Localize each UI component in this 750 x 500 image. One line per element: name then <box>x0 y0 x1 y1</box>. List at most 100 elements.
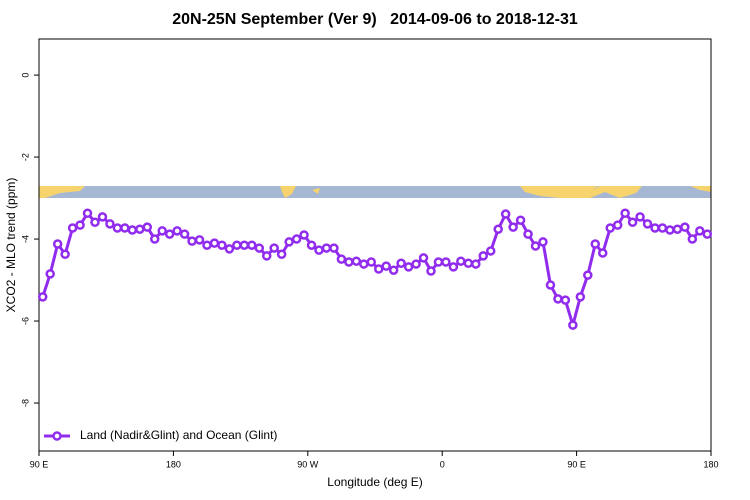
data-point <box>254 243 265 253</box>
data-point <box>583 270 593 280</box>
data-point <box>680 222 690 232</box>
x-tick-label: 90 E <box>30 459 49 469</box>
y-axis-label: XCO2 - MLO trend (ppm) <box>4 178 18 313</box>
data-point <box>224 244 235 254</box>
data-point <box>388 265 399 275</box>
data-point <box>217 240 227 250</box>
data-point <box>612 220 623 230</box>
data-point <box>45 269 55 279</box>
data-point <box>605 223 615 233</box>
data-point <box>373 264 384 274</box>
data-point <box>366 257 377 267</box>
chart-title: 20N-25N September (Ver 9) 2014-09-06 to … <box>172 11 578 28</box>
data-point <box>306 240 317 250</box>
data-point <box>67 223 78 233</box>
data-point <box>627 217 638 227</box>
data-point <box>232 240 242 250</box>
data-point <box>112 223 123 233</box>
data-point <box>247 240 257 250</box>
data-point <box>351 256 362 266</box>
x-tick-label: 180 <box>703 459 718 469</box>
data-point <box>672 224 683 234</box>
y-tick-label: -4 <box>20 235 30 243</box>
plot-frame <box>38 38 712 452</box>
data-point <box>530 241 541 251</box>
data-point <box>508 222 518 232</box>
data-point <box>314 245 324 255</box>
x-tick-label: 90 W <box>297 459 319 469</box>
data-point <box>269 243 279 253</box>
data-point <box>60 249 70 259</box>
data-point <box>329 243 339 253</box>
data-point <box>493 224 503 234</box>
data-point <box>179 229 190 239</box>
data-point <box>299 230 309 240</box>
data-point <box>411 259 421 269</box>
data-point <box>403 262 414 272</box>
data-point <box>433 257 444 267</box>
data-point <box>478 251 489 261</box>
data-point <box>261 251 272 261</box>
data-point <box>500 209 511 219</box>
data-point <box>560 295 571 305</box>
data-point <box>209 238 220 248</box>
legend-label: Land (Nadir&Glint) and Ocean (Glint) <box>80 428 277 442</box>
data-point <box>553 294 563 304</box>
data-point <box>37 292 48 302</box>
data-point <box>291 234 302 244</box>
data-point <box>239 240 250 250</box>
data-point <box>463 258 474 268</box>
data-point <box>284 237 294 247</box>
data-point <box>135 224 145 234</box>
data-point <box>149 234 160 244</box>
data-point <box>97 212 108 222</box>
data-point <box>105 219 115 229</box>
y-tick-label: 0 <box>20 73 30 78</box>
data-point <box>538 237 548 247</box>
data-point <box>202 240 212 250</box>
data-point <box>523 229 533 239</box>
data-point <box>172 226 182 236</box>
data-point <box>515 215 526 225</box>
data-point <box>127 225 138 235</box>
data-point <box>344 257 354 267</box>
data-point <box>396 258 406 268</box>
data-point <box>635 212 645 222</box>
data-point <box>657 223 668 233</box>
data-point <box>620 208 630 218</box>
data-point <box>142 222 153 232</box>
data-point <box>590 239 601 249</box>
data-point <box>642 219 653 229</box>
y-tick-label: -8 <box>20 399 30 407</box>
data-point <box>336 254 347 264</box>
data-point <box>471 259 481 269</box>
data-point <box>695 226 705 236</box>
x-tick-label: 90 E <box>567 459 586 469</box>
data-point <box>485 246 496 256</box>
y-tick-label: -2 <box>20 153 30 161</box>
x-tick-label: 0 <box>440 459 445 469</box>
data-point <box>702 229 713 239</box>
data-point <box>448 262 459 272</box>
data-point <box>90 217 100 227</box>
map-strip <box>39 186 711 198</box>
data-point <box>321 243 332 253</box>
data-point <box>568 320 578 330</box>
data-point <box>52 239 63 249</box>
data-point <box>157 226 167 236</box>
data-point <box>650 223 660 233</box>
data-point <box>82 208 93 218</box>
data-point <box>187 236 197 246</box>
data-point <box>456 256 466 266</box>
data-point <box>381 261 391 271</box>
data-point <box>687 234 698 244</box>
data-point <box>665 225 675 235</box>
data-point <box>418 253 429 263</box>
legend-marker <box>52 431 62 441</box>
data-point <box>545 280 556 290</box>
data-point <box>597 248 608 258</box>
data-point <box>359 259 369 269</box>
data-point <box>120 223 130 233</box>
data-point <box>276 249 287 259</box>
